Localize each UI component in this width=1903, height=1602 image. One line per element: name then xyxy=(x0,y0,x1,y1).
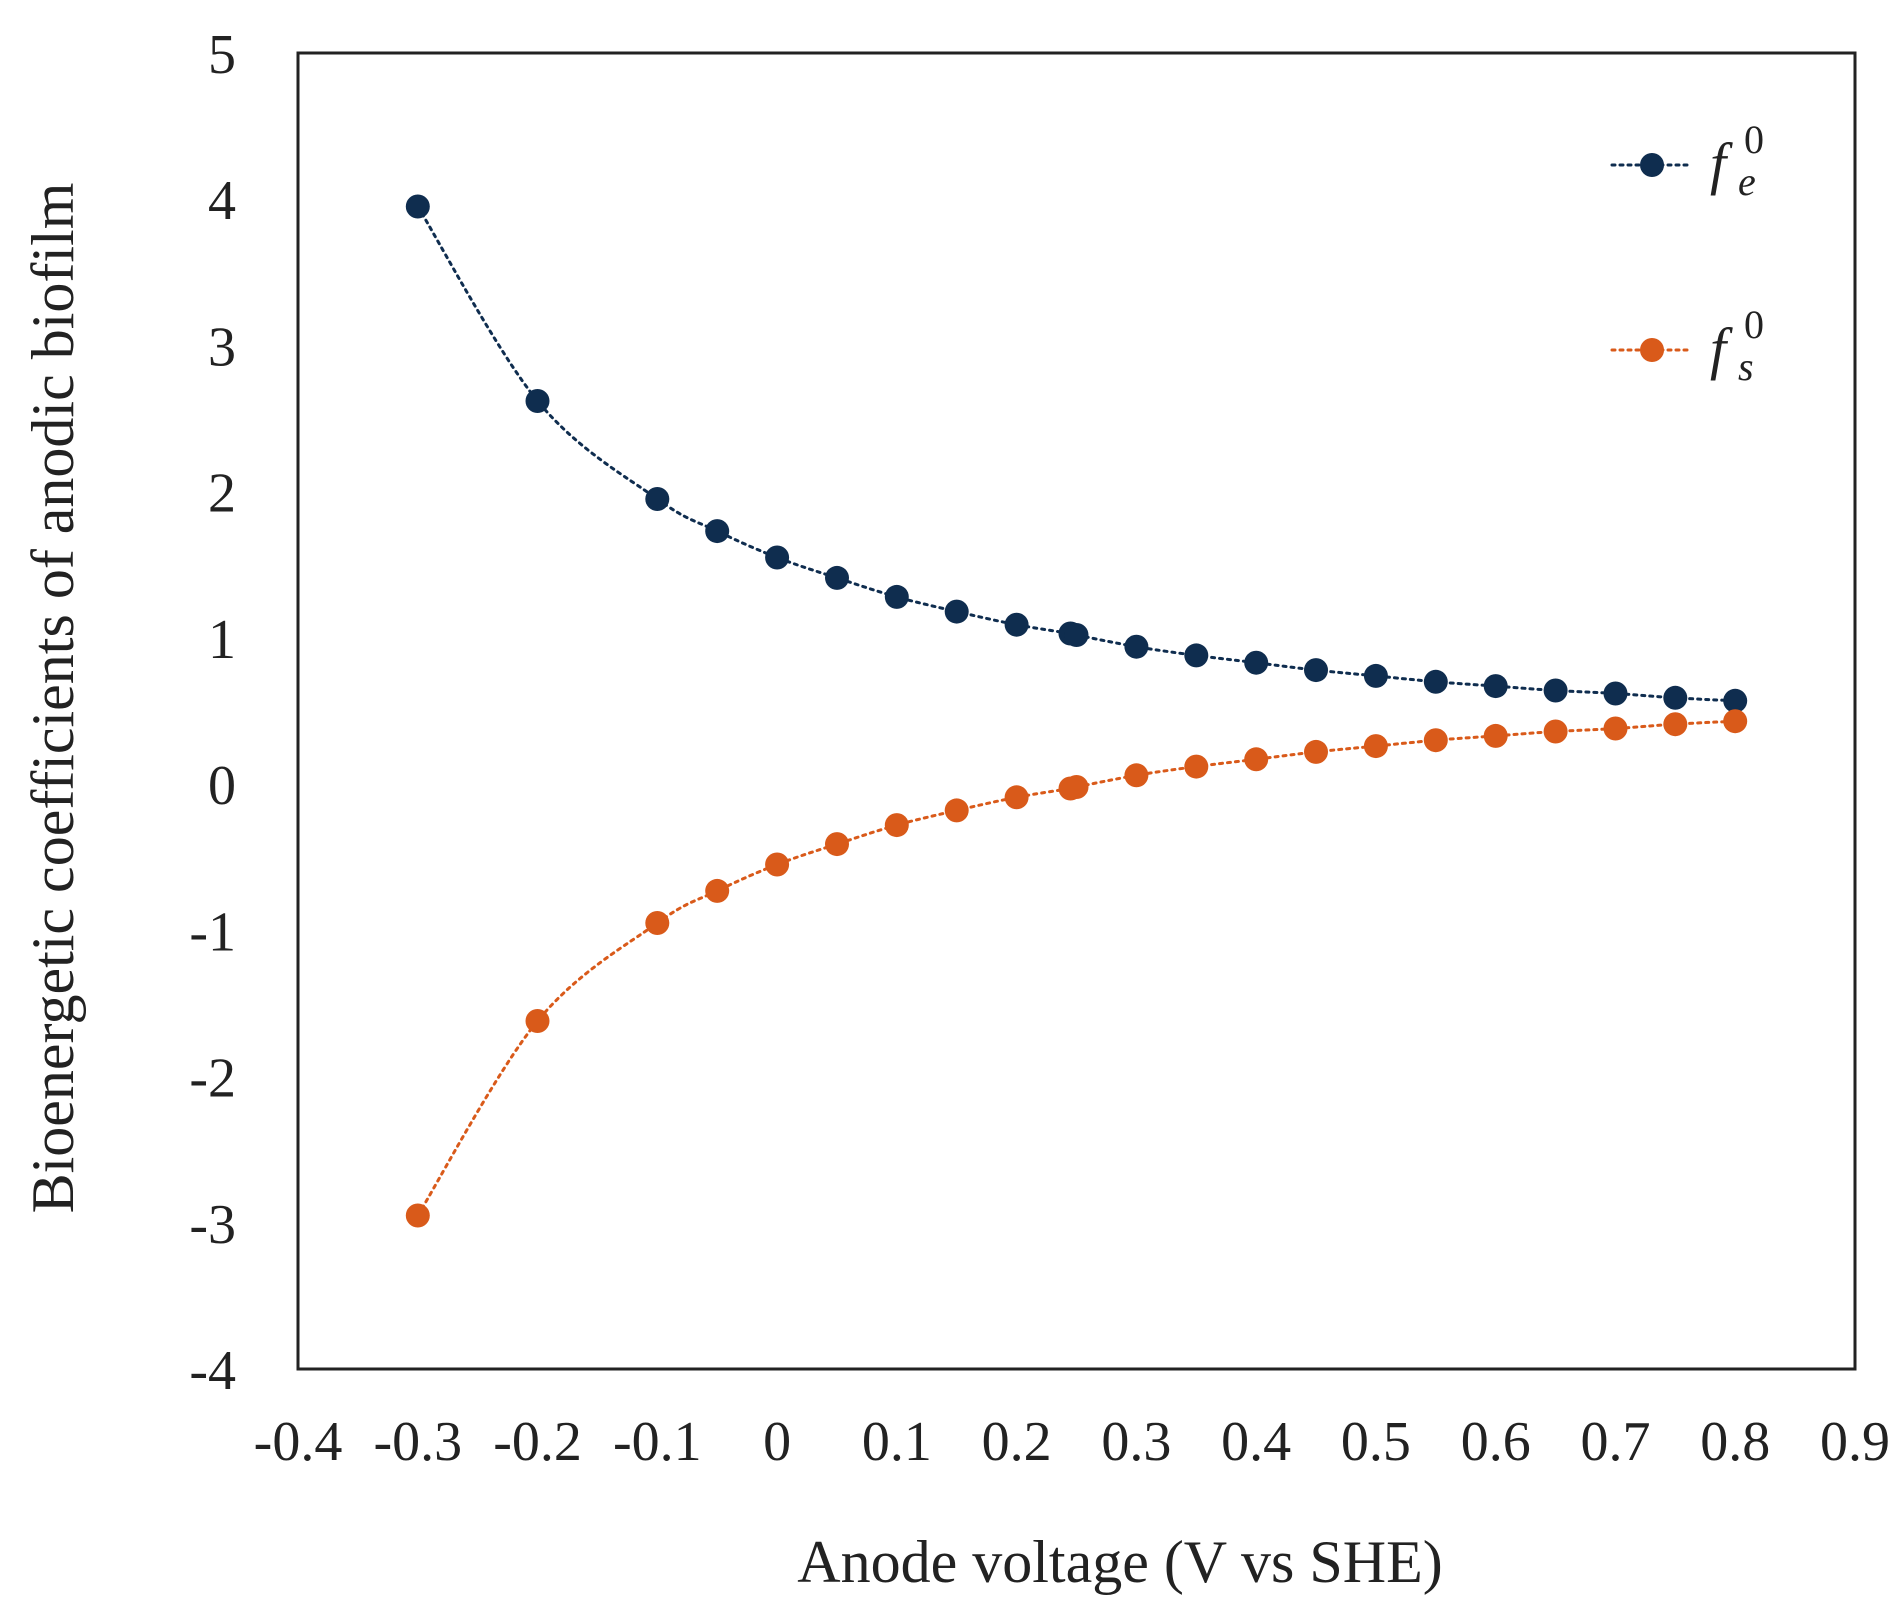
legend: f e0f s0 xyxy=(1610,117,1764,389)
data-point-fe0 xyxy=(1064,623,1089,647)
data-point-fs0 xyxy=(1064,775,1089,799)
y-tick-label: 0 xyxy=(208,755,236,817)
y-tick-label: 1 xyxy=(208,609,236,671)
x-tick-label: 0 xyxy=(763,1411,791,1473)
x-tick-label: -0.4 xyxy=(254,1411,343,1473)
data-point-fe0 xyxy=(765,545,790,570)
legend-subscript-fe0: e xyxy=(1738,159,1756,204)
x-tick-label: 0.2 xyxy=(982,1411,1052,1473)
data-point-fe0 xyxy=(1423,669,1448,694)
data-point-fs0 xyxy=(1423,728,1448,753)
x-tick-label: 0.7 xyxy=(1580,1411,1650,1473)
data-point-fs0 xyxy=(1004,785,1029,810)
data-point-fs0 xyxy=(765,852,790,877)
legend-superscript-fs0: 0 xyxy=(1744,302,1764,347)
legend-label-fs0: f xyxy=(1710,316,1733,381)
data-point-fs0 xyxy=(525,1009,550,1033)
y-tick-label: 2 xyxy=(208,463,236,525)
data-point-fe0 xyxy=(1363,663,1388,688)
x-tick-label: -0.2 xyxy=(493,1411,582,1473)
y-tick-label: -3 xyxy=(189,1194,236,1256)
legend-superscript-fe0: 0 xyxy=(1744,117,1764,162)
data-point-fs0 xyxy=(1543,719,1568,744)
data-point-fe0 xyxy=(825,565,849,590)
x-tick-label: 0.9 xyxy=(1820,1411,1890,1473)
x-tick-label: 0.3 xyxy=(1101,1411,1171,1473)
legend-marker-fe0 xyxy=(1640,153,1664,177)
data-point-fe0 xyxy=(645,487,670,511)
x-tick-label: -0.1 xyxy=(613,1411,702,1473)
data-point-fs0 xyxy=(645,911,670,935)
y-tick-label: 4 xyxy=(208,170,236,232)
data-point-fs0 xyxy=(1663,712,1688,737)
data-point-fe0 xyxy=(1244,650,1269,675)
data-point-fe0 xyxy=(1483,674,1508,699)
data-point-fe0 xyxy=(705,519,730,544)
x-tick-labels: -0.4 -0.3 -0.2 -0.1 0 0.1 0.2 0.3 0.4 0.5 0.6 0.7 0.… xyxy=(254,1411,1890,1473)
y-tick-labels: -4 -3 -2 -1 0 1 2 3 4 5 xyxy=(189,24,236,1402)
data-point-fs0 xyxy=(1363,734,1388,759)
data-point-fe0 xyxy=(1543,678,1568,703)
y-axis-title: Bioenergetic coefficients of anodic biof… xyxy=(20,183,86,1214)
x-axis-title: Anode voltage (V vs SHE) xyxy=(797,1529,1442,1595)
data-point-fe0 xyxy=(1304,658,1328,683)
data-point-fe0 xyxy=(1184,643,1209,668)
data-point-fe0 xyxy=(1124,634,1149,659)
data-point-fe0 xyxy=(884,584,909,609)
data-point-fs0 xyxy=(825,832,849,857)
y-tick-label: 5 xyxy=(208,24,236,86)
series-curves xyxy=(416,205,1737,1217)
plot-frame xyxy=(296,51,1857,1371)
data-point-fs0 xyxy=(705,878,730,903)
data-point-fs0 xyxy=(1124,763,1149,788)
data-point-fs0 xyxy=(1483,723,1508,748)
x-tick-label: 0.5 xyxy=(1341,1411,1411,1473)
data-point-fs0 xyxy=(1603,716,1628,741)
x-tick-label: 0.6 xyxy=(1461,1411,1531,1473)
y-tick-label: -2 xyxy=(189,1048,236,1110)
legend-marker-fs0 xyxy=(1640,338,1664,362)
y-tick-label: -4 xyxy=(189,1340,236,1402)
data-point-fs0 xyxy=(1304,739,1328,764)
y-tick-label: -1 xyxy=(189,901,236,963)
data-point-fe0 xyxy=(405,194,430,219)
data-point-fs0 xyxy=(1723,709,1748,734)
series-markers xyxy=(405,194,1748,1228)
y-tick-label: 3 xyxy=(208,316,236,378)
data-point-fs0 xyxy=(944,798,969,823)
data-point-fe0 xyxy=(525,389,550,413)
x-tick-label: 0.1 xyxy=(862,1411,932,1473)
data-point-fs0 xyxy=(1184,754,1209,779)
data-point-fe0 xyxy=(1603,681,1628,706)
x-tick-label: -0.3 xyxy=(373,1411,462,1473)
data-point-fe0 xyxy=(1004,612,1029,637)
data-point-fe0 xyxy=(944,599,969,624)
data-point-fs0 xyxy=(884,813,909,838)
x-tick-label: 0.4 xyxy=(1221,1411,1291,1473)
legend-label-fe0: f xyxy=(1710,131,1733,196)
data-point-fs0 xyxy=(1244,747,1269,772)
data-point-fs0 xyxy=(405,1203,430,1228)
x-tick-label: 0.8 xyxy=(1700,1411,1770,1473)
data-point-fe0 xyxy=(1663,685,1688,710)
data-point-fe0 xyxy=(1723,688,1748,713)
legend-subscript-fs0: s xyxy=(1738,344,1754,389)
